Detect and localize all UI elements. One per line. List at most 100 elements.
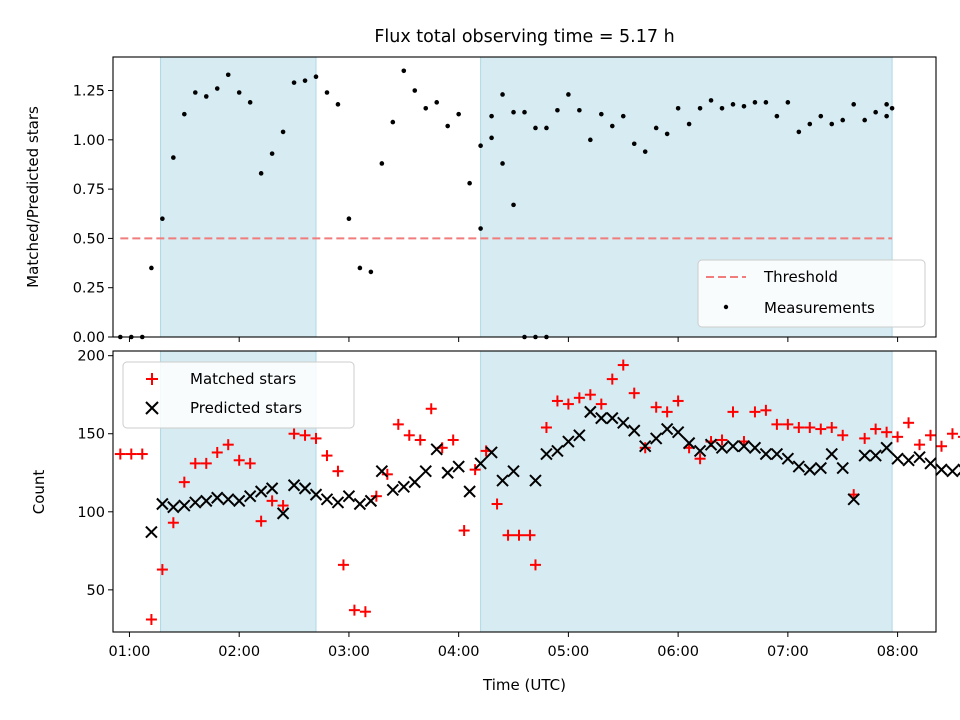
matched-point <box>332 465 344 477</box>
predicted-point <box>617 416 630 430</box>
measurement-point <box>653 125 659 131</box>
matched-point <box>145 614 157 626</box>
matched-point <box>125 448 137 460</box>
measurement-point <box>489 113 494 119</box>
bottom-y-ticks: 50 100 150 200 <box>77 349 113 599</box>
predicted-point <box>474 457 487 470</box>
matched-point <box>760 404 772 416</box>
predicted-point <box>353 497 367 511</box>
predicted-point <box>452 460 465 473</box>
matched-point <box>925 429 937 441</box>
measurement-point <box>193 90 198 95</box>
measurement-point <box>478 143 483 149</box>
matched-point <box>903 417 915 429</box>
measurement-point <box>889 105 895 111</box>
predicted-point <box>946 464 959 478</box>
measurement-point <box>467 180 472 186</box>
matched-point <box>255 515 267 527</box>
predicted-point <box>232 494 246 508</box>
predicted-point <box>364 494 378 508</box>
matched-point <box>392 418 404 430</box>
bottom-legend: Matched stars Predicted stars <box>122 361 355 429</box>
bottom-y-tick-label: 100 <box>77 505 105 521</box>
predicted-point <box>573 429 586 442</box>
matched-point <box>458 525 470 537</box>
matched-point <box>639 442 651 454</box>
top-axes-frame <box>112 56 937 338</box>
predicted-point <box>595 411 608 425</box>
bottom-y-tick-label: 200 <box>77 349 105 365</box>
measurement-point <box>851 102 856 107</box>
predicted-point <box>507 464 520 478</box>
predicted-point <box>430 443 443 456</box>
predicted-point <box>342 489 356 503</box>
bottom-y-tick-label: 50 <box>87 583 105 599</box>
measurement-point <box>544 125 549 131</box>
matched-point <box>114 448 126 460</box>
measurement-point <box>456 111 461 117</box>
predicted-point <box>748 441 762 454</box>
predicted-point <box>606 411 619 425</box>
matched-point <box>502 529 514 541</box>
predicted-point <box>693 444 707 458</box>
matched-point <box>529 559 541 571</box>
matched-point <box>447 434 459 446</box>
x-tick-label: 01:00 <box>109 644 151 660</box>
predicted-point <box>562 435 575 448</box>
x-tick-label: 04:00 <box>438 644 480 660</box>
measurement-point <box>236 90 242 95</box>
measurement-point <box>445 123 450 129</box>
matched-point <box>244 457 256 469</box>
matched-point <box>200 457 212 469</box>
measurement-point <box>160 216 165 221</box>
measurement-point <box>214 86 220 91</box>
predicted-point <box>375 464 389 478</box>
predicted-point <box>584 405 597 419</box>
predicted-points <box>145 405 960 539</box>
legend-predicted-swatch <box>145 401 159 415</box>
predicted-point <box>847 493 860 506</box>
measurement-point <box>708 98 714 103</box>
top-y-tick-label: 1.25 <box>73 84 105 100</box>
predicted-point <box>726 440 740 453</box>
measurement-point <box>390 119 396 125</box>
predicted-point <box>529 474 542 487</box>
bottom-observing-windows <box>160 350 893 633</box>
matched-point <box>222 439 234 451</box>
matched-point <box>628 387 640 399</box>
matched-point <box>189 457 201 469</box>
predicted-point <box>704 438 718 451</box>
matched-point <box>935 440 947 452</box>
measurement-point <box>511 109 516 115</box>
top-y-tick-label: 0.00 <box>73 330 105 346</box>
predicted-point <box>320 493 334 506</box>
measurement-point <box>368 269 374 275</box>
measurement-point <box>763 100 769 105</box>
matched-point <box>277 500 289 512</box>
measurement-point <box>631 141 637 147</box>
measurement-point <box>280 129 286 135</box>
predicted-point <box>408 475 421 489</box>
predicted-point <box>891 452 904 465</box>
predicted-point <box>902 454 915 467</box>
measurement-point <box>719 105 725 111</box>
matched-point <box>513 529 525 541</box>
matched-point <box>782 418 794 430</box>
legend-measurement-swatch <box>723 304 729 310</box>
predicted-point <box>397 480 411 494</box>
measurement-point <box>533 125 538 131</box>
top-legend: Threshold Measurements <box>697 259 926 328</box>
predicted-point <box>265 482 279 495</box>
measurement-point <box>829 121 835 127</box>
measurement-point <box>346 216 352 221</box>
predicted-point <box>715 441 729 454</box>
measurement-point <box>171 155 176 160</box>
predicted-point <box>660 422 674 436</box>
bottom-x-ticks: 01:00 02:00 03:00 04:00 05:00 06:00 07:00 08:00 <box>109 632 918 660</box>
measurement-point <box>774 113 780 119</box>
matched-point <box>403 429 415 441</box>
matched-point <box>425 403 437 415</box>
matched-point <box>359 606 371 618</box>
predicted-point <box>419 464 432 478</box>
top-y-tick-label: 0.25 <box>73 281 105 297</box>
